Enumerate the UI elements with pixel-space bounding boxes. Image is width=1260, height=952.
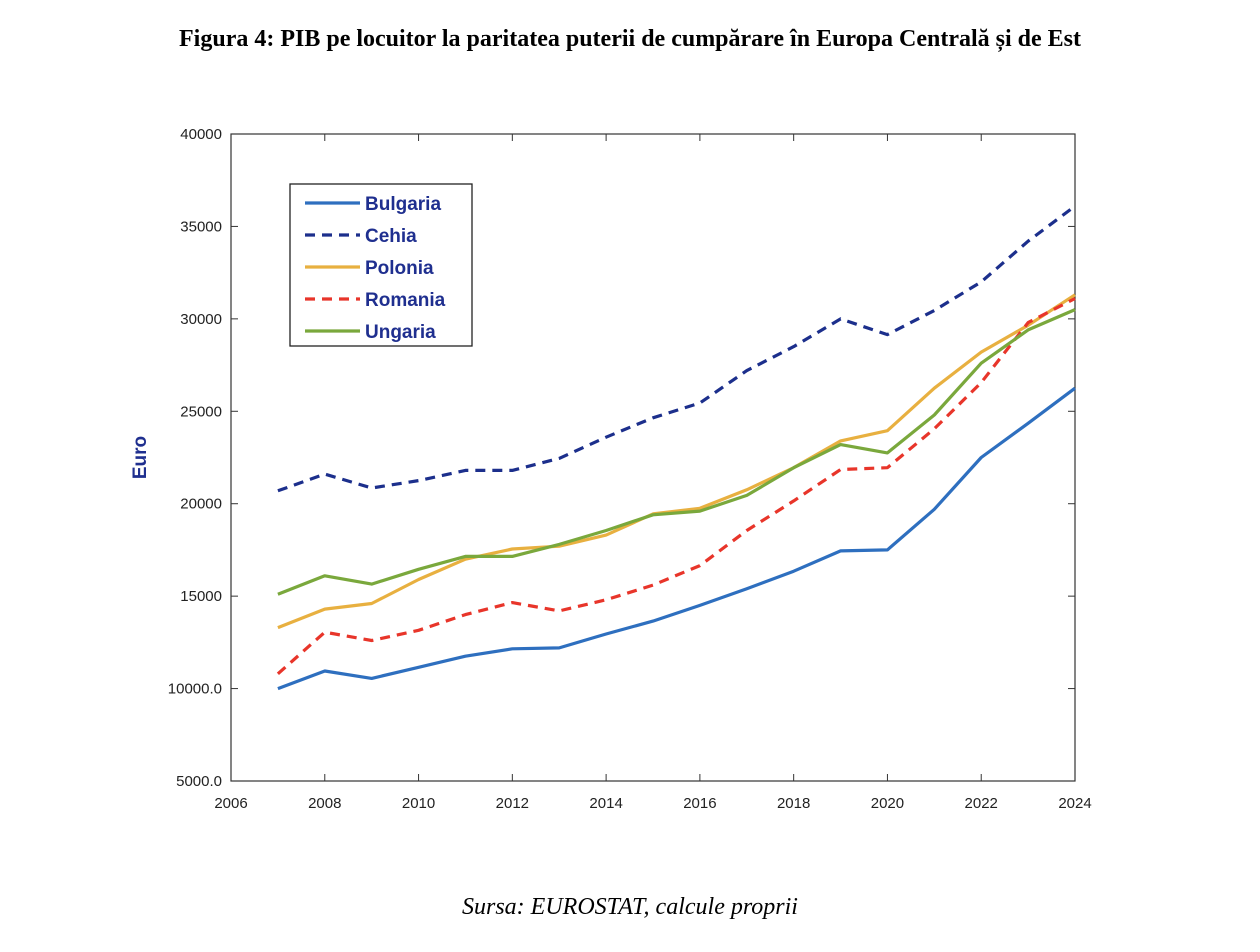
- plot-frame: [230, 133, 1076, 782]
- series-line-ungaria: [277, 308, 1076, 596]
- x-tick-label: 2018: [777, 795, 810, 812]
- y-axis-label: Euro: [130, 436, 151, 479]
- y-tick-label: 20000: [180, 496, 222, 513]
- line-chart: 2006 2008 2010 2012 2014 2016 2018 2020 2022 2024…: [130, 126, 1092, 812]
- y-tick-label: 15000: [180, 588, 222, 605]
- axes: 2006 2008 2010 2012 2014 2016 2018 2020 2022 2024…: [168, 126, 1092, 812]
- figure-source: Sursa: EUROSTAT, calcule proprii: [462, 894, 798, 920]
- y-tick-label: 30000: [180, 311, 222, 328]
- legend: Bulgaria Cehia Polonia Romania Ungaria: [289, 183, 473, 347]
- series-line-bulgaria: [277, 386, 1076, 691]
- legend-label-cehia: Cehia: [365, 226, 417, 247]
- x-tick-label: 2010: [402, 795, 435, 812]
- y-tick-label: 25000: [180, 403, 222, 420]
- y-tick-label: 40000: [180, 126, 222, 143]
- legend-box: [289, 183, 473, 347]
- series-line-romania: [276, 297, 1076, 675]
- legend-label-bulgaria: Bulgaria: [365, 194, 441, 215]
- figure-title: Figura 4: PIB pe locuitor la paritatea p…: [179, 26, 1081, 52]
- y-tick-label: 10000.0: [168, 681, 222, 698]
- x-tick-label: 2020: [871, 795, 904, 812]
- legend-label-ungaria: Ungaria: [365, 322, 436, 343]
- legend-label-romania: Romania: [365, 290, 446, 311]
- legend-label-polonia: Polonia: [365, 258, 434, 279]
- series-line-cehia: [277, 204, 1076, 493]
- x-tick-label: 2016: [683, 795, 716, 812]
- x-tick-label: 2006: [214, 795, 247, 812]
- x-tick-label: 2024: [1058, 795, 1091, 812]
- series-line-polonia: [277, 293, 1076, 630]
- x-tick-label: 2022: [965, 795, 998, 812]
- x-tick-label: 2012: [496, 795, 529, 812]
- x-tick-label: 2014: [589, 795, 622, 812]
- x-tick-label: 2008: [308, 795, 341, 812]
- y-tick-label: 35000: [180, 218, 222, 235]
- y-tick-label: 5000.0: [176, 773, 222, 790]
- series-lines: [276, 204, 1076, 691]
